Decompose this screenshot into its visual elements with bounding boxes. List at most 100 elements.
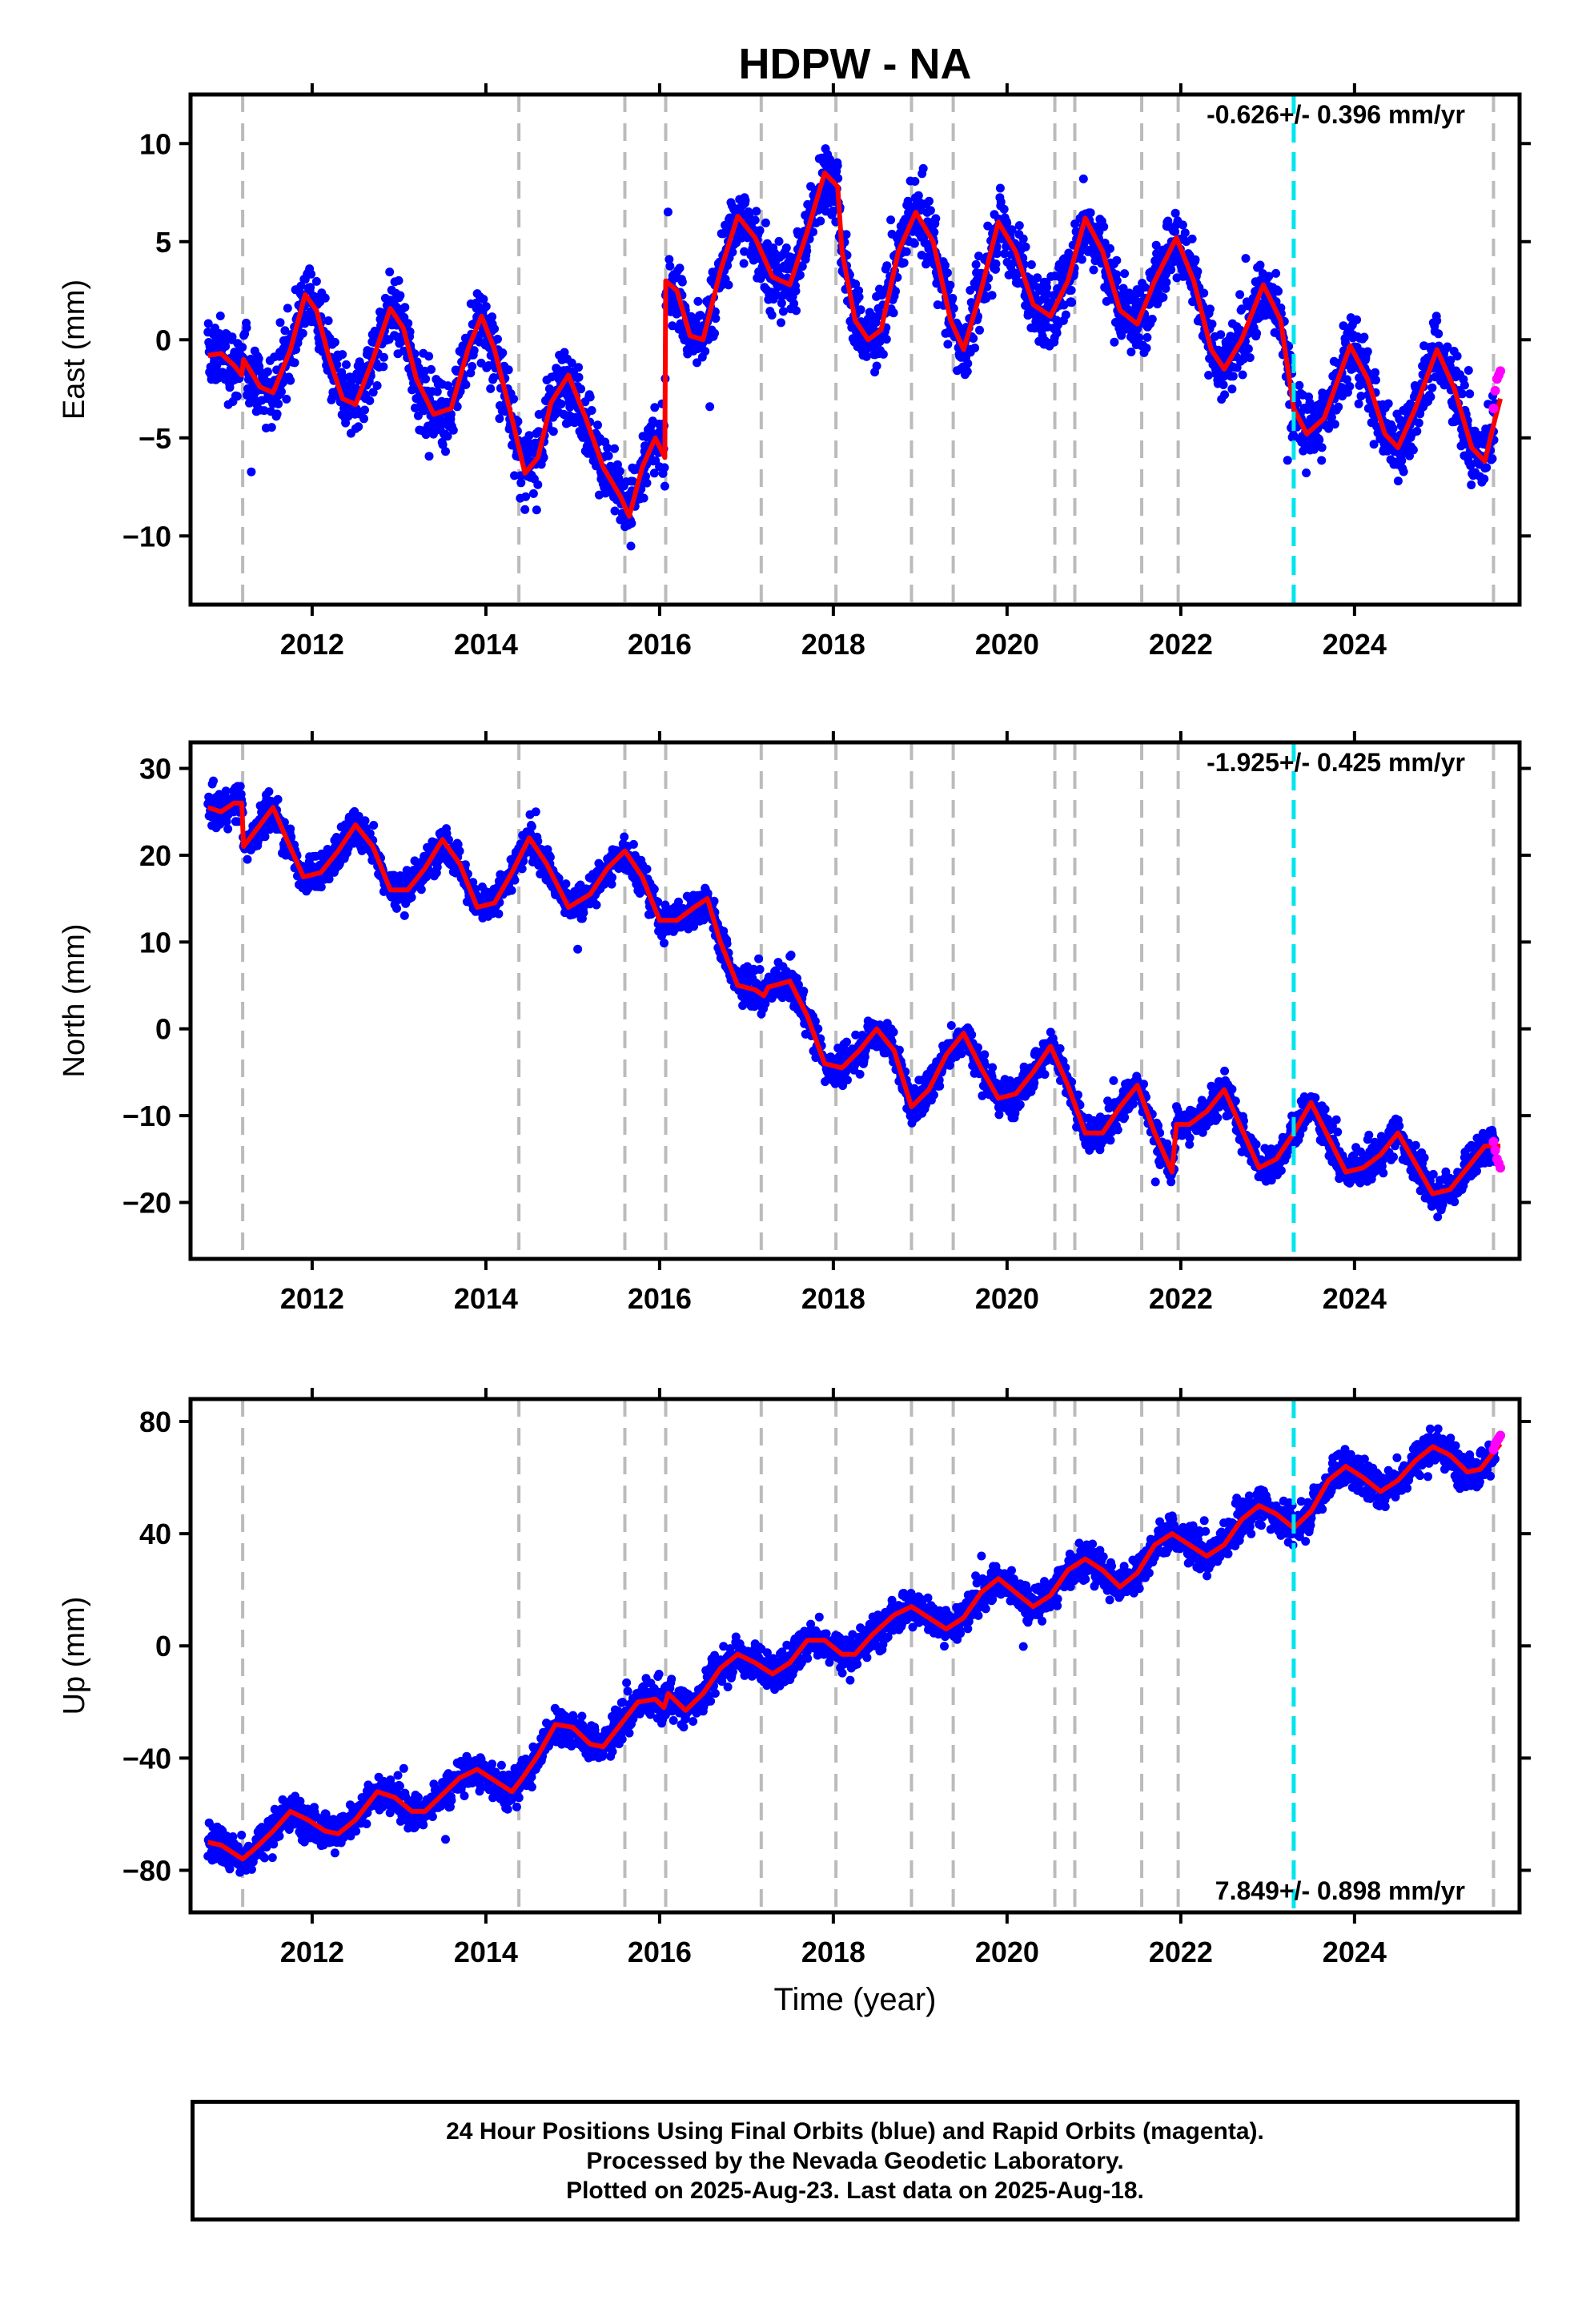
final-orbit-point	[610, 506, 620, 516]
final-orbit-point	[532, 505, 541, 515]
final-orbit-point	[1434, 329, 1443, 339]
final-orbit-point	[962, 367, 972, 376]
final-orbit-point	[641, 472, 650, 481]
plot-area	[191, 742, 1520, 1259]
final-orbit-point	[1408, 445, 1418, 455]
final-orbit-point	[1383, 399, 1393, 408]
final-orbit-point	[576, 384, 585, 394]
final-orbit-point	[379, 352, 388, 362]
final-orbit-point	[585, 392, 595, 402]
final-orbit-point	[1295, 380, 1304, 390]
final-orbit-point	[1264, 271, 1274, 281]
final-orbit-point	[495, 414, 504, 424]
final-orbit-point	[786, 951, 796, 960]
final-orbit-point	[1354, 399, 1363, 408]
final-orbit-point	[703, 889, 713, 899]
final-orbit-point	[432, 387, 442, 396]
final-orbit-point	[854, 292, 864, 302]
final-orbit-point	[781, 243, 791, 252]
final-orbit-point	[941, 260, 950, 270]
final-orbit-point	[286, 824, 295, 834]
final-orbit-point	[1147, 315, 1157, 324]
x-tick-label: 2012	[280, 628, 344, 661]
final-orbit-point	[359, 414, 368, 424]
final-orbit-point	[466, 368, 476, 378]
final-orbit-point	[991, 259, 1001, 268]
final-orbit-point	[665, 261, 675, 271]
final-orbit-point	[427, 364, 436, 374]
final-orbit-point	[1112, 255, 1122, 265]
final-orbit-point	[1158, 292, 1168, 302]
final-orbit-point	[254, 354, 263, 364]
final-orbit-point	[1134, 333, 1144, 343]
final-orbit-point	[424, 352, 434, 361]
final-orbit-point	[498, 348, 508, 358]
final-orbit-point	[235, 782, 245, 791]
final-orbit-point	[527, 822, 536, 831]
y-tick-label: 0	[155, 324, 171, 356]
final-orbit-point	[510, 875, 520, 885]
y-tick-label: −10	[122, 520, 171, 553]
final-orbit-point	[323, 316, 333, 325]
y-tick-label: 5	[155, 226, 171, 259]
final-orbit-point	[701, 347, 710, 356]
final-orbit-point	[296, 281, 306, 291]
final-orbit-point	[1133, 324, 1142, 333]
final-orbit-point	[443, 432, 452, 441]
final-orbit-point	[573, 944, 583, 954]
final-orbit-point	[461, 380, 471, 389]
final-orbit-point	[283, 304, 292, 313]
final-orbit-point	[486, 384, 496, 393]
final-orbit-point	[1126, 348, 1136, 356]
final-orbit-point	[992, 249, 1002, 259]
final-orbit-point	[593, 420, 602, 430]
final-orbit-point	[324, 875, 334, 884]
final-orbit-point	[263, 367, 272, 376]
final-orbit-point	[291, 345, 301, 354]
chart-title: HDPW - NA	[739, 40, 972, 88]
final-orbit-point	[642, 864, 652, 874]
final-orbit-point	[1465, 389, 1475, 399]
final-orbit-point	[404, 319, 413, 328]
final-orbit-point	[481, 302, 491, 312]
final-orbit-point	[1099, 222, 1109, 231]
final-orbit-point	[1341, 338, 1350, 348]
final-orbit-point	[663, 207, 673, 217]
final-orbit-point	[1120, 269, 1130, 279]
final-orbit-point	[438, 440, 448, 449]
velocity-rate-label: -0.626+/- 0.396 mm/yr	[1207, 100, 1465, 129]
final-orbit-point	[627, 519, 636, 528]
final-orbit-point	[448, 425, 458, 435]
final-orbit-point	[604, 451, 613, 460]
final-orbit-point	[856, 305, 865, 315]
final-orbit-point	[259, 406, 269, 416]
final-orbit-point	[338, 350, 347, 360]
final-orbit-point	[360, 405, 369, 415]
final-orbit-point	[660, 481, 669, 491]
final-orbit-point	[931, 214, 941, 223]
rapid-orbit-point	[1496, 366, 1506, 376]
final-orbit-point	[1235, 290, 1245, 300]
final-orbit-point	[238, 343, 247, 352]
final-orbit-point	[949, 304, 958, 313]
final-orbit-point	[649, 468, 659, 478]
final-orbit-point	[1342, 375, 1351, 384]
final-orbit-point	[548, 427, 558, 436]
final-orbit-point	[1356, 392, 1366, 401]
final-orbit-point	[909, 239, 919, 248]
final-orbit-point	[777, 299, 786, 308]
final-orbit-point	[948, 293, 958, 303]
final-orbit-point	[282, 394, 291, 404]
final-orbit-point	[396, 291, 405, 300]
final-orbit-point	[816, 216, 825, 226]
final-orbit-point	[833, 161, 842, 171]
final-orbit-point	[724, 280, 733, 290]
final-orbit-point	[761, 218, 770, 227]
final-orbit-point	[1191, 255, 1200, 264]
final-orbit-point	[539, 452, 548, 462]
final-orbit-point	[1464, 366, 1473, 375]
final-orbit-point	[372, 381, 382, 390]
final-orbit-point	[1238, 370, 1247, 380]
final-orbit-point	[545, 852, 555, 862]
